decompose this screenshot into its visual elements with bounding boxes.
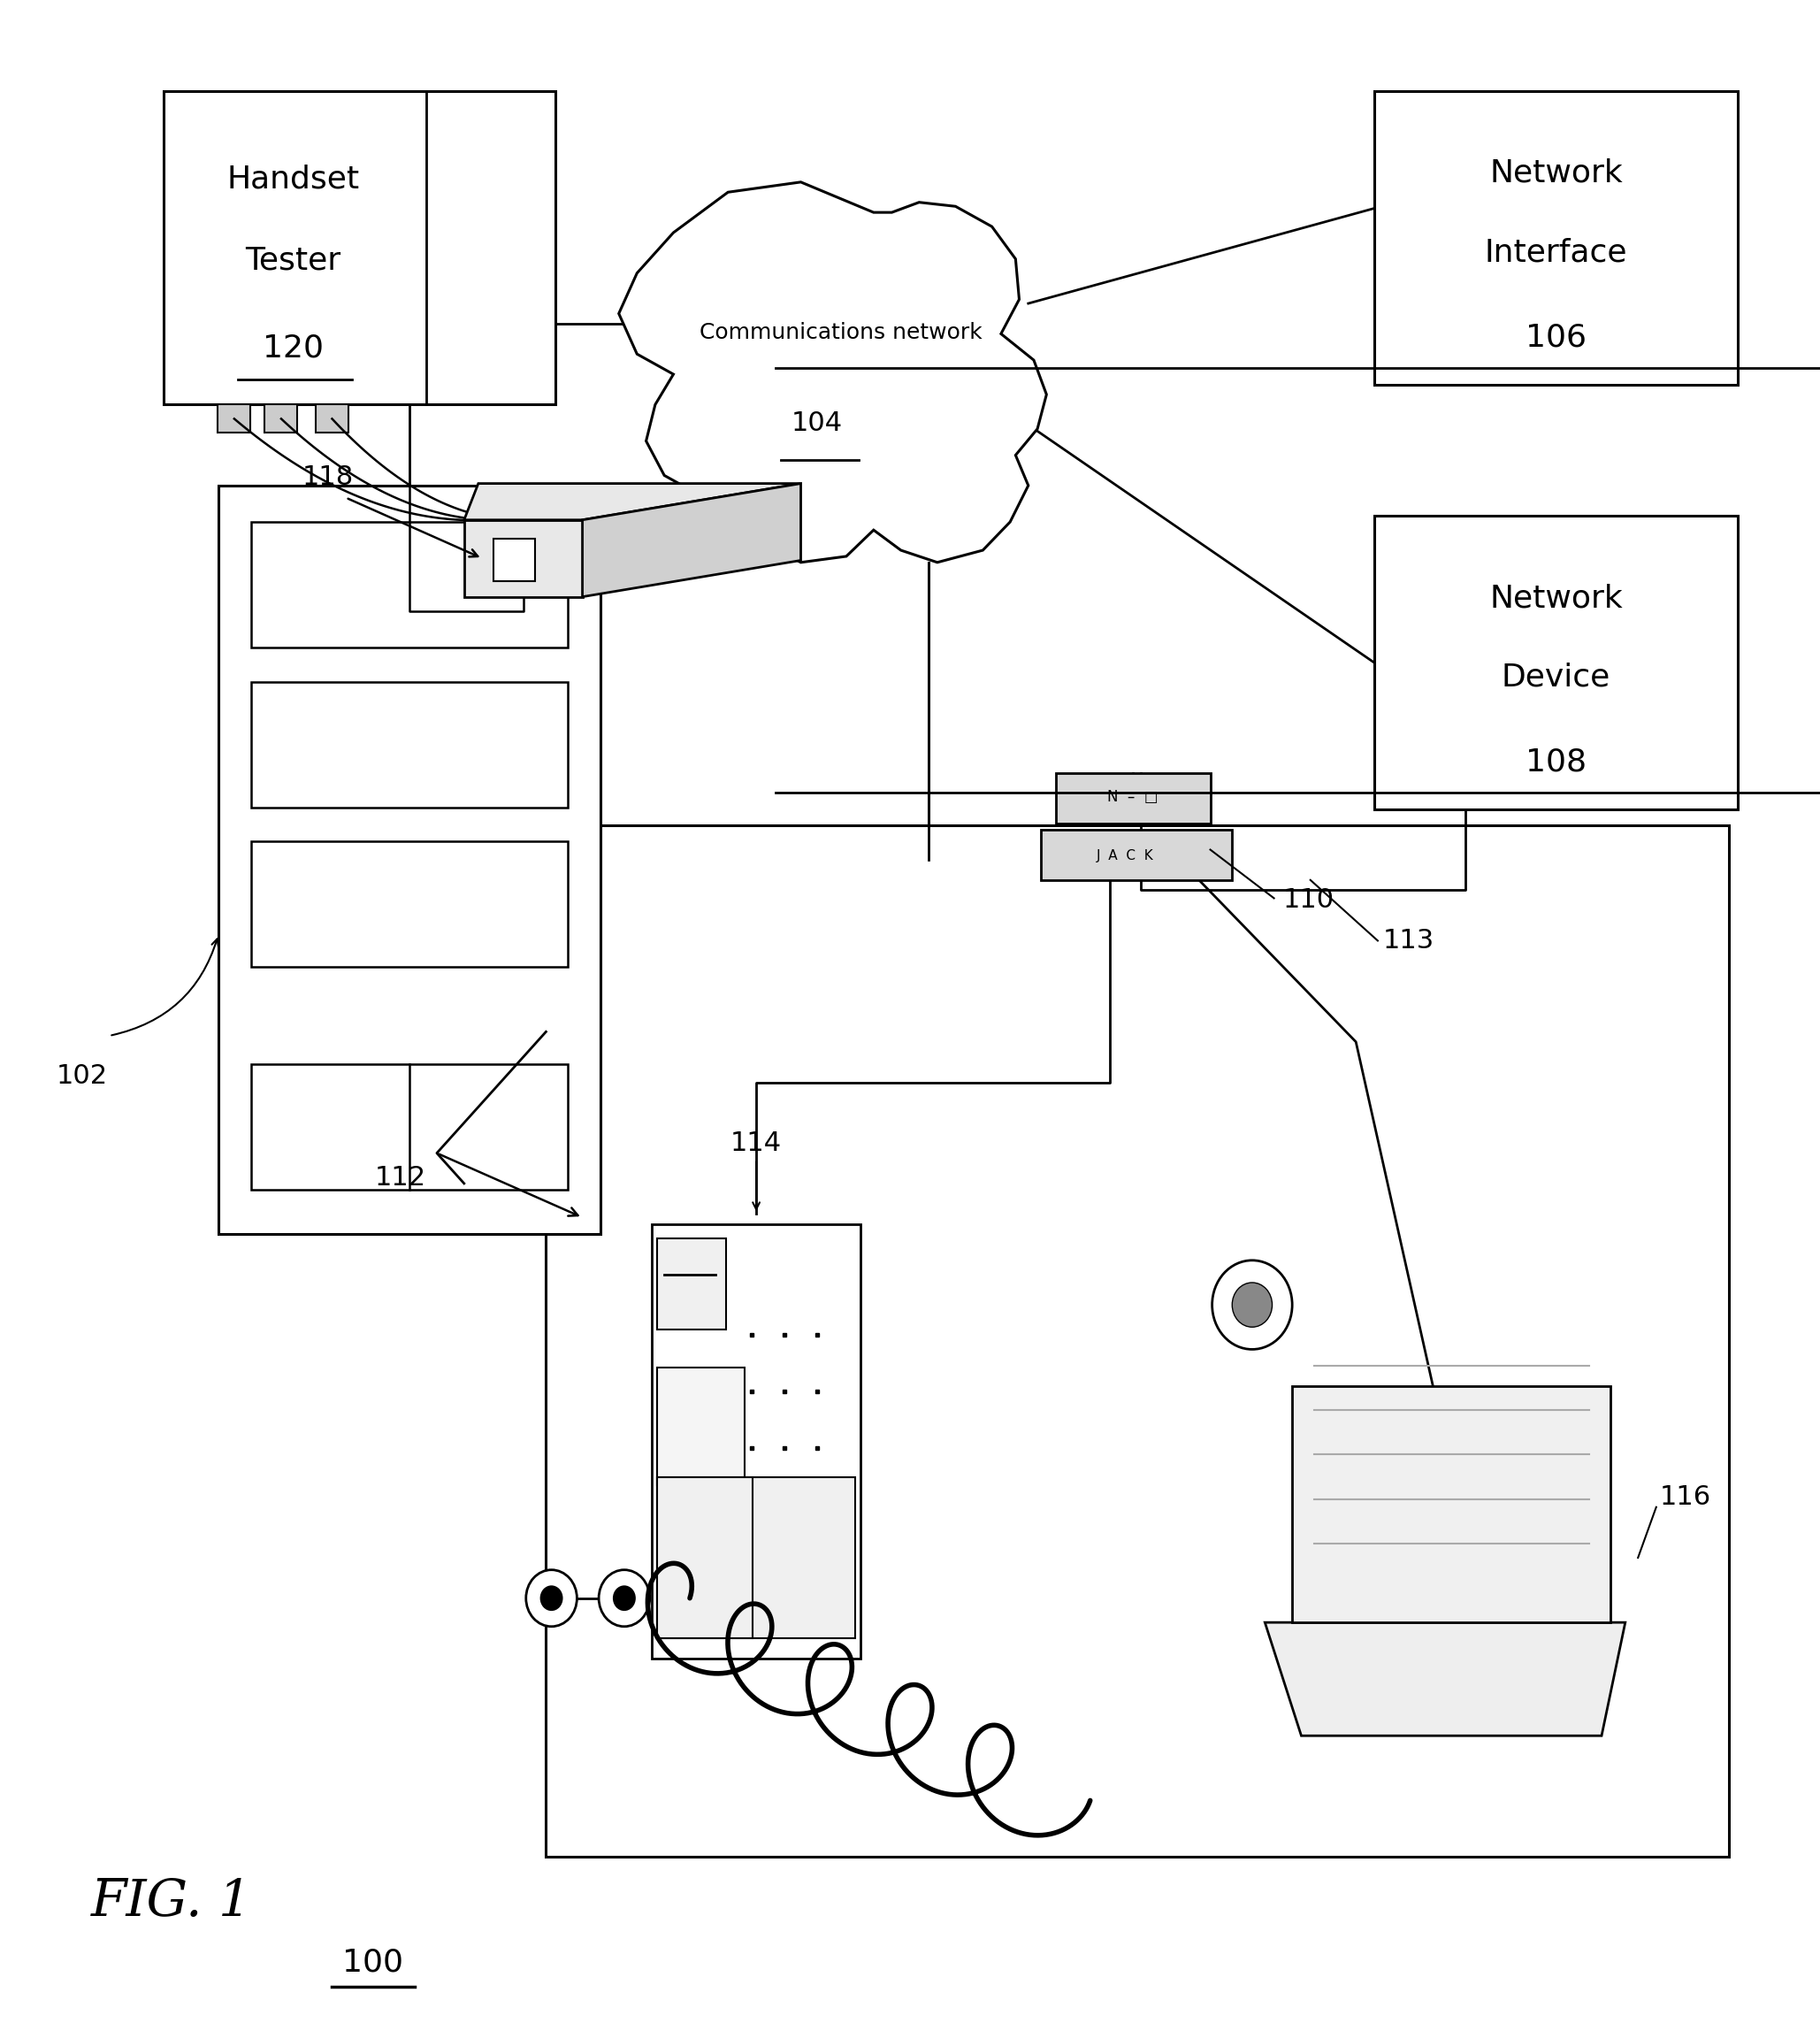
FancyBboxPatch shape (1374, 91, 1738, 384)
FancyBboxPatch shape (251, 522, 568, 647)
Text: 120: 120 (262, 334, 324, 364)
FancyBboxPatch shape (251, 1064, 568, 1190)
FancyBboxPatch shape (1056, 773, 1210, 823)
FancyBboxPatch shape (251, 682, 568, 807)
Text: N  –  □: N – □ (1107, 789, 1159, 805)
Circle shape (613, 1586, 635, 1610)
FancyBboxPatch shape (1374, 516, 1738, 809)
Text: 108: 108 (1525, 746, 1587, 777)
FancyBboxPatch shape (1041, 829, 1232, 880)
Text: 118: 118 (302, 465, 353, 490)
FancyBboxPatch shape (264, 405, 297, 433)
Circle shape (1232, 1283, 1272, 1327)
Polygon shape (582, 483, 801, 597)
Circle shape (541, 1586, 562, 1610)
Text: 112: 112 (375, 1165, 426, 1190)
Text: Handset: Handset (226, 164, 359, 194)
Text: Network: Network (1489, 158, 1623, 188)
FancyBboxPatch shape (657, 1477, 752, 1639)
FancyBboxPatch shape (657, 1238, 726, 1329)
Text: 113: 113 (1383, 929, 1434, 953)
Polygon shape (619, 182, 1046, 562)
FancyBboxPatch shape (218, 486, 601, 1234)
FancyBboxPatch shape (218, 405, 251, 433)
FancyBboxPatch shape (657, 1477, 855, 1639)
Circle shape (1212, 1260, 1292, 1349)
FancyBboxPatch shape (1292, 1386, 1611, 1622)
Text: 106: 106 (1525, 322, 1587, 352)
Text: Tester: Tester (246, 245, 340, 275)
Text: 100: 100 (342, 1948, 404, 1976)
Text: Device: Device (1502, 662, 1611, 692)
FancyBboxPatch shape (652, 1224, 861, 1659)
Circle shape (599, 1570, 650, 1626)
Text: 110: 110 (1283, 888, 1334, 912)
FancyBboxPatch shape (493, 538, 535, 581)
Text: Interface: Interface (1485, 237, 1627, 267)
FancyBboxPatch shape (315, 405, 348, 433)
Text: 102: 102 (56, 1064, 107, 1088)
FancyBboxPatch shape (164, 91, 555, 405)
Text: 116: 116 (1660, 1485, 1711, 1509)
FancyBboxPatch shape (251, 842, 568, 967)
Polygon shape (1265, 1622, 1625, 1736)
FancyBboxPatch shape (464, 520, 582, 597)
Text: Communications network: Communications network (699, 322, 983, 344)
Text: 104: 104 (792, 411, 843, 437)
Text: FIG. 1: FIG. 1 (91, 1877, 251, 1926)
Text: J  A  C  K: J A C K (1097, 850, 1154, 862)
Text: 114: 114 (730, 1131, 783, 1155)
Circle shape (526, 1570, 577, 1626)
FancyBboxPatch shape (657, 1368, 744, 1485)
Polygon shape (464, 483, 801, 520)
Text: Network: Network (1489, 583, 1623, 613)
FancyBboxPatch shape (546, 825, 1729, 1857)
